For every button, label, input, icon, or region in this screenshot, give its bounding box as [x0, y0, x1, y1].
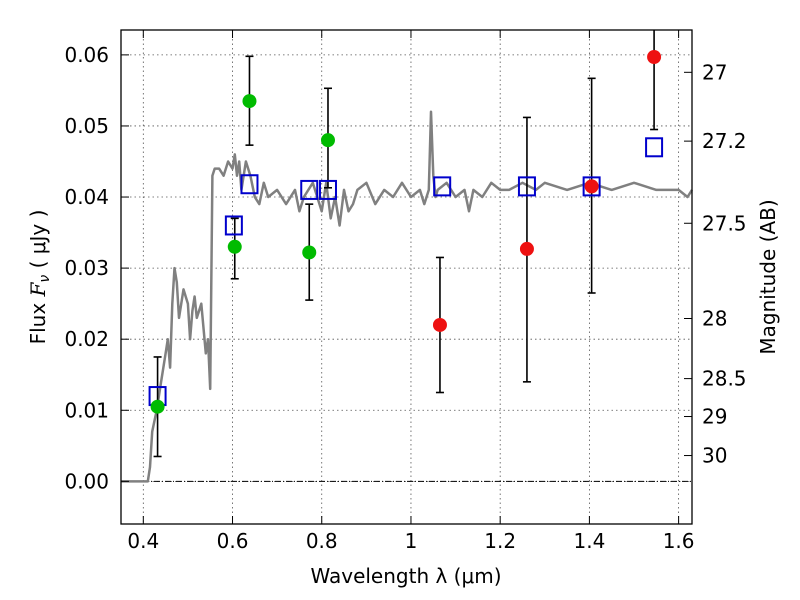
y-tick-label: 0.04 [64, 185, 109, 209]
plot-background [121, 30, 692, 524]
y2-tick-label: 30 [702, 444, 727, 468]
model-flux-marker [582, 176, 601, 197]
y2-tick-label: 27.5 [702, 211, 747, 235]
green-data-point [227, 239, 242, 254]
y-axis-label: Flux Fν ( μJy ) [26, 210, 53, 345]
y2-tick-label: 28 [702, 307, 727, 331]
green-data-point [320, 133, 335, 148]
y-tick-label: 0.03 [64, 256, 109, 280]
x-tick-label: 1.6 [663, 529, 695, 553]
model-flux-marker [433, 176, 452, 197]
x-tick-label: 0.6 [217, 529, 249, 553]
y-tick-label: 0.05 [64, 114, 109, 138]
x-tick-label: 1.4 [573, 529, 605, 553]
model-flux-marker [517, 176, 536, 197]
y2-tick-label: 29 [702, 405, 727, 429]
model-flux-marker [224, 215, 243, 236]
red-data-point [584, 179, 599, 194]
y2-tick-label: 27.2 [702, 129, 747, 153]
series [121, 30, 694, 483]
sed-model-line [121, 110, 694, 483]
x-tick-label: 0.4 [127, 529, 159, 553]
axes: 0.4 0.6 0.8 1 1.2 1.4 1.6 0.00 0.01 0.02 0.03 0.04 0… [64, 30, 747, 553]
model-flux-marker [300, 179, 319, 200]
x-axis-label: Wavelength λ (μm) [310, 564, 501, 588]
red-data-point [432, 317, 447, 332]
y-tick-label: 0.02 [64, 327, 109, 351]
model-flux-marker [240, 174, 259, 195]
y-tick-label: 0.06 [64, 43, 109, 67]
model-flux-marker [645, 137, 664, 158]
green-data-point [150, 399, 165, 414]
x-tick-label: 1.2 [484, 529, 516, 553]
red-data-point [647, 50, 662, 65]
y2-axis-label: Magnitude (AB) [756, 199, 780, 354]
green-data-point [302, 245, 317, 260]
y-tick-label: 0.01 [64, 398, 109, 422]
y-tick-label: 0.00 [64, 469, 109, 493]
grid [121, 30, 692, 524]
plot-frame [120, 29, 693, 525]
x-tick-label: 0.8 [306, 529, 338, 553]
y2-tick-label: 28.5 [702, 367, 747, 391]
y2-tick-label: 27 [702, 60, 727, 84]
red-data-point [519, 241, 534, 256]
model-flux-marker [318, 179, 337, 200]
green-data-point [242, 94, 257, 109]
x-tick-label: 1 [405, 529, 418, 553]
